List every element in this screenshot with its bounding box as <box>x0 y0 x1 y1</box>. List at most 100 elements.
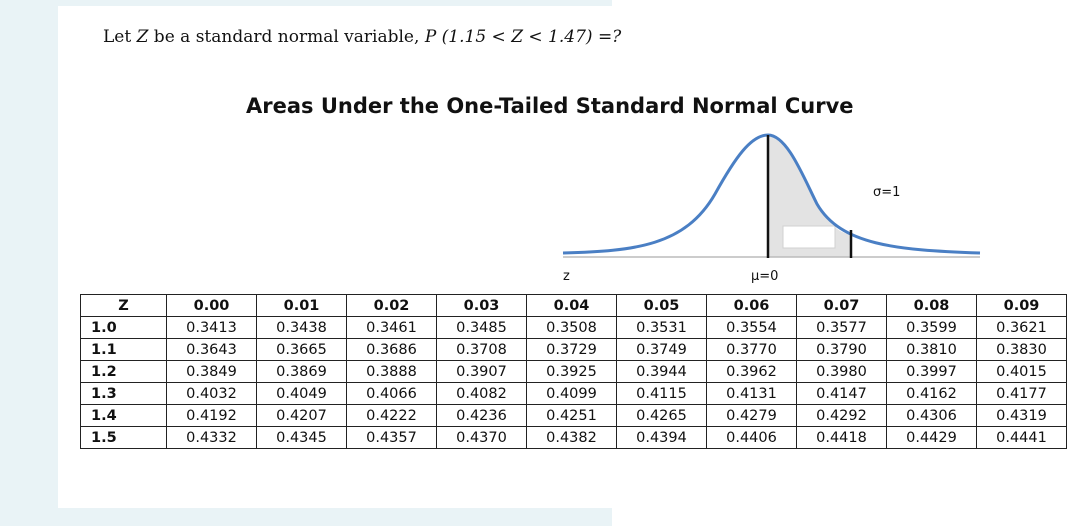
z-table-cell: 0.3790 <box>796 338 887 361</box>
z-table-cell: 0.3665 <box>256 338 347 361</box>
z-table-cell: 0.3686 <box>346 338 437 361</box>
z-table-cell: 0.4049 <box>256 382 347 405</box>
z-table-row: 1.5 0.4332 0.4345 0.4357 0.4370 0.4382 0.4394 0… <box>80 426 1067 449</box>
z-table-cell: 0.4345 <box>256 426 347 449</box>
z-axis-label: z <box>563 269 570 284</box>
z-table-cell: 0.3944 <box>616 360 707 383</box>
z-table-cell: 0.3925 <box>526 360 617 383</box>
z-table-cell: 0.3869 <box>256 360 347 383</box>
chart-title: Areas Under the One-Tailed Standard Norm… <box>246 94 854 118</box>
z-table-cell: 0.3962 <box>706 360 797 383</box>
z-table-header-cell: 0.02 <box>346 294 437 317</box>
z-table-cell: 0.3577 <box>796 316 887 339</box>
z-table-row: 1.0 0.3413 0.3438 0.3461 0.3485 0.3508 0.3531 0… <box>80 316 1067 339</box>
area-label-box <box>782 225 836 249</box>
z-table-row: 1.3 0.4032 0.4049 0.4066 0.4082 0.4099 0.4115 0… <box>80 382 1067 405</box>
z-table-cell: 0.3554 <box>706 316 797 339</box>
z-table-row-label: 1.1 <box>80 338 167 361</box>
z-table-cell: 0.3413 <box>166 316 257 339</box>
z-table-cell: 0.4147 <box>796 382 887 405</box>
z-table-cell: 0.4131 <box>706 382 797 405</box>
z-table-cell: 0.3888 <box>346 360 437 383</box>
z-table-cell: 0.4319 <box>976 404 1067 427</box>
z-table-cell: 0.4099 <box>526 382 617 405</box>
question-middle: be a standard normal variable, <box>148 27 425 47</box>
z-table-body: 1.0 0.3413 0.3438 0.3461 0.3485 0.3508 0.3531 0… <box>80 316 1067 449</box>
z-table-cell: 0.4177 <box>976 382 1067 405</box>
background-top-margin <box>58 0 612 6</box>
z-table-header-cell: Z <box>80 294 167 317</box>
z-table-row-label: 1.3 <box>80 382 167 405</box>
background-left-margin <box>0 0 58 526</box>
normal-curve-diagram: σ=1 z μ=0 <box>562 133 981 284</box>
z-table-cell: 0.4032 <box>166 382 257 405</box>
z-table-cell: 0.4332 <box>166 426 257 449</box>
z-table-cell: 0.4066 <box>346 382 437 405</box>
z-table-header-cell: 0.08 <box>886 294 977 317</box>
z-table-cell: 0.3438 <box>256 316 347 339</box>
z-table-cell: 0.3980 <box>796 360 887 383</box>
z-table-cell: 0.4357 <box>346 426 437 449</box>
z-table-cell: 0.3849 <box>166 360 257 383</box>
z-table-cell: 0.4265 <box>616 404 707 427</box>
z-table-cell: 0.3531 <box>616 316 707 339</box>
z-table: Z 0.00 0.01 0.02 0.03 0.04 0.05 0.06 0.0… <box>80 294 1067 449</box>
z-table-cell: 0.4382 <box>526 426 617 449</box>
z-table-cell: 0.3621 <box>976 316 1067 339</box>
z-table-header-cell: 0.05 <box>616 294 707 317</box>
z-table-cell: 0.4279 <box>706 404 797 427</box>
z-table-header-cell: 0.03 <box>436 294 527 317</box>
z-table-header-cell: 0.04 <box>526 294 617 317</box>
background-bottom-margin <box>0 508 612 526</box>
z-table-cell: 0.3729 <box>526 338 617 361</box>
z-table-cell: 0.3810 <box>886 338 977 361</box>
z-table-row: 1.1 0.3643 0.3665 0.3686 0.3708 0.3729 0.3749 0… <box>80 338 1067 361</box>
question-variable: Z <box>136 27 149 47</box>
question-expression: P (1.15 < Z < 1.47) =? <box>424 27 622 47</box>
z-table-cell: 0.4115 <box>616 382 707 405</box>
z-table-row-label: 1.0 <box>80 316 167 339</box>
z-table-cell: 0.4406 <box>706 426 797 449</box>
z-table-cell: 0.3907 <box>436 360 527 383</box>
z-table-row: 1.4 0.4192 0.4207 0.4222 0.4236 0.4251 0.4265 0… <box>80 404 1067 427</box>
z-table-cell: 0.4251 <box>526 404 617 427</box>
z-table-cell: 0.3461 <box>346 316 437 339</box>
z-table-cell: 0.4306 <box>886 404 977 427</box>
z-table-cell: 0.3830 <box>976 338 1067 361</box>
z-table-cell: 0.4222 <box>346 404 437 427</box>
z-table-cell: 0.4292 <box>796 404 887 427</box>
z-table-cell: 0.3708 <box>436 338 527 361</box>
z-table-row-label: 1.5 <box>80 426 167 449</box>
z-table-cell: 0.4082 <box>436 382 527 405</box>
question-text: Let Z be a standard normal variable, P (… <box>103 27 621 47</box>
z-table-cell: 0.3508 <box>526 316 617 339</box>
z-table-cell: 0.4394 <box>616 426 707 449</box>
z-table-cell: 0.4015 <box>976 360 1067 383</box>
question-prefix: Let <box>103 27 137 47</box>
z-table-cell: 0.3599 <box>886 316 977 339</box>
z-table-cell: 0.4441 <box>976 426 1067 449</box>
z-table-cell: 0.4418 <box>796 426 887 449</box>
z-table-row: 1.2 0.3849 0.3869 0.3888 0.3907 0.3925 0.3944 0… <box>80 360 1067 383</box>
z-table-header-cell: 0.00 <box>166 294 257 317</box>
z-table-cell: 0.4192 <box>166 404 257 427</box>
z-table-header-row: Z 0.00 0.01 0.02 0.03 0.04 0.05 0.06 0.0… <box>80 294 1067 317</box>
z-table-cell: 0.4429 <box>886 426 977 449</box>
sigma-label: σ=1 <box>873 185 900 200</box>
z-table-cell: 0.3770 <box>706 338 797 361</box>
z-table-cell: 0.4162 <box>886 382 977 405</box>
z-table-cell: 0.3643 <box>166 338 257 361</box>
z-table-cell: 0.3749 <box>616 338 707 361</box>
z-table-header-cell: 0.01 <box>256 294 347 317</box>
z-table-header-cell: 0.06 <box>706 294 797 317</box>
z-table-header-cell: 0.07 <box>796 294 887 317</box>
z-table-row-label: 1.4 <box>80 404 167 427</box>
z-table-cell: 0.3485 <box>436 316 527 339</box>
mu-label: μ=0 <box>751 269 778 284</box>
z-table-row-label: 1.2 <box>80 360 167 383</box>
z-table-header-cell: 0.09 <box>976 294 1067 317</box>
z-table-cell: 0.4236 <box>436 404 527 427</box>
z-table-cell: 0.4207 <box>256 404 347 427</box>
z-table-cell: 0.4370 <box>436 426 527 449</box>
z-table-cell: 0.3997 <box>886 360 977 383</box>
